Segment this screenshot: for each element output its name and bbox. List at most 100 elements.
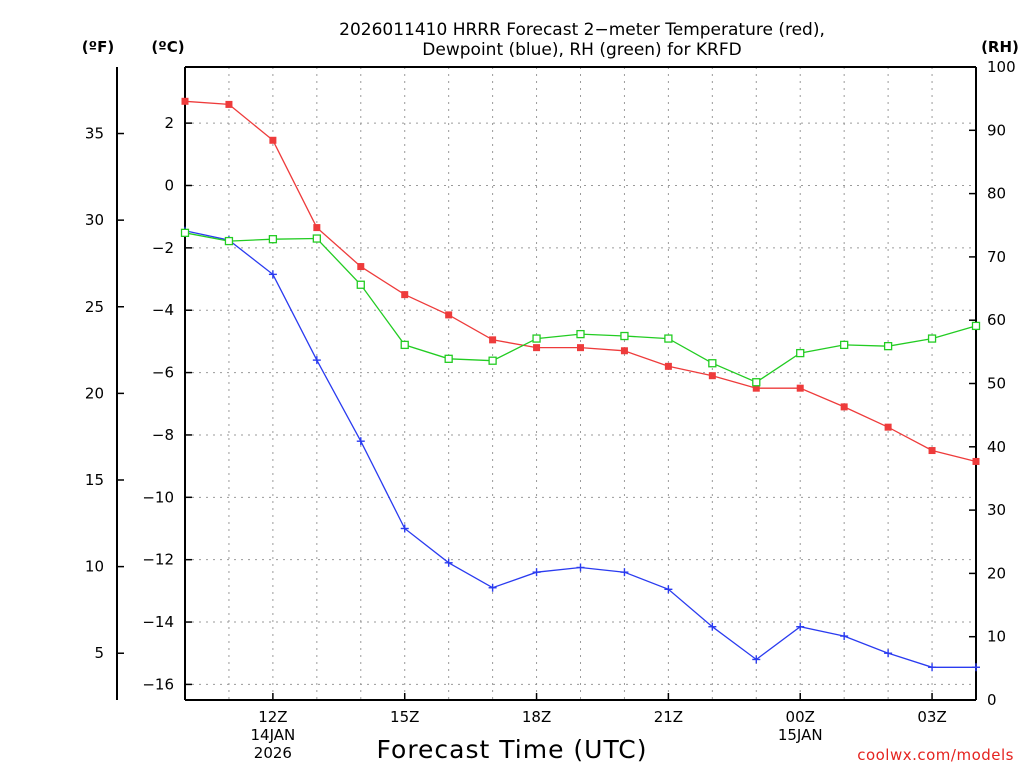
celsius-tick-label: −4 (152, 301, 174, 319)
dewpoint-line (184, 230, 976, 668)
rh-point (312, 234, 321, 243)
rh-tick-label: 20 (987, 564, 1006, 582)
rh-tick-label: 60 (987, 311, 1006, 329)
celsius-unit-label: (ºC) (151, 38, 184, 56)
dewpoint-point (532, 568, 541, 577)
rh-point (927, 334, 937, 343)
x-tick-label: 15Z (390, 708, 419, 726)
temperature-point (840, 403, 848, 411)
rh-tick-label: 30 (987, 501, 1006, 519)
x-tick-label: 12Z (258, 708, 287, 726)
temperature-point (445, 311, 453, 319)
data-series (180, 97, 981, 672)
grid-lines (185, 67, 976, 700)
rh-point (532, 334, 541, 343)
dewpoint-point (312, 356, 321, 365)
temperature-point (313, 224, 321, 232)
temperature-point (489, 336, 497, 344)
celsius-tick-label: −12 (142, 551, 174, 569)
rh-point (796, 348, 805, 358)
temperature-point (401, 291, 409, 299)
dewpoint-point (488, 583, 497, 592)
dewpoint-point (972, 663, 980, 672)
celsius-tick-label: −2 (152, 239, 174, 257)
fahrenheit-tick-label: 15 (85, 471, 104, 489)
temperature-point (533, 344, 541, 352)
rh-tick-label: 0 (987, 691, 997, 709)
temperature-point (708, 372, 716, 380)
temperature-point (796, 384, 804, 392)
fahrenheit-tick-label: 10 (85, 558, 104, 576)
celsius-tick-label: 2 (164, 114, 174, 132)
rh-tick-label: 10 (987, 628, 1006, 646)
dewpoint-point (620, 568, 629, 577)
temperature-point (225, 100, 233, 108)
temperature-line (184, 100, 977, 463)
x-tick-date-label: 15JAN (778, 726, 823, 744)
rh-point (664, 334, 673, 343)
rh-point (576, 329, 585, 339)
fahrenheit-unit-label: (ºF) (82, 38, 114, 56)
rh-point (268, 235, 278, 244)
rh-point (971, 321, 981, 331)
temperature-point (972, 457, 980, 465)
temperature-point (928, 447, 936, 455)
x-tick-label: 21Z (654, 708, 683, 726)
dewpoint-point (356, 437, 365, 446)
dewpoint-point (576, 563, 585, 572)
rh-tick-label: 90 (987, 121, 1006, 139)
celsius-tick-label: −14 (142, 613, 174, 631)
rh-point (224, 236, 234, 246)
temperature-point (664, 362, 672, 370)
celsius-tick-label: −16 (142, 675, 174, 693)
temperature-point (577, 344, 584, 352)
rh-point (444, 354, 453, 363)
chart-title: 2026011410 HRRR Forecast 2−meter Tempera… (339, 20, 825, 60)
temperature-point (269, 136, 277, 144)
x-tick-label: 03Z (917, 708, 946, 726)
rh-tick-label: 50 (987, 375, 1006, 393)
fahrenheit-tick-label: 30 (85, 211, 104, 229)
celsius-tick-label: −6 (152, 364, 174, 382)
x-tick-date-label: 14JAN (251, 726, 296, 744)
rh-unit-label: (RH) (981, 38, 1019, 56)
fahrenheit-tick-label: 5 (94, 644, 104, 662)
dewpoint-point (400, 524, 409, 533)
dewpoint-point (708, 622, 717, 631)
chart-title-line-1: 2026011410 HRRR Forecast 2−meter Tempera… (339, 20, 825, 40)
x-tick-label: 18Z (522, 708, 551, 726)
rh-point (840, 340, 849, 350)
rh-tick-label: 40 (987, 438, 1006, 456)
temperature-point (884, 423, 892, 431)
dewpoint-point (444, 558, 453, 567)
credit-text: coolwx.com/models (857, 746, 1014, 764)
chart-title-line-2: Dewpoint (blue), RH (green) for KRFD (422, 40, 741, 60)
dewpoint-point (928, 663, 937, 672)
dewpoint-point (664, 585, 673, 594)
celsius-tick-label: −10 (142, 488, 174, 506)
dewpoint-point (268, 270, 277, 279)
dewpoint-point (840, 632, 849, 641)
rh-point (356, 280, 365, 289)
rh-point (488, 356, 497, 365)
temperature-point (357, 263, 365, 271)
celsius-tick-label: −8 (152, 426, 174, 444)
temperature-point (752, 384, 760, 392)
rh-point (883, 342, 893, 351)
rh-point (620, 331, 629, 341)
rh-point (180, 228, 190, 237)
dewpoint-point (752, 655, 761, 664)
dewpoint-point (796, 622, 805, 631)
x-tick-date-label: 2026 (254, 744, 292, 762)
temperature-point (620, 347, 628, 355)
rh-tick-label: 80 (987, 185, 1006, 203)
x-tick-label: 00Z (786, 708, 815, 726)
rh-point (752, 378, 761, 387)
fahrenheit-tick-label: 35 (85, 125, 104, 143)
x-axis-label: Forecast Time (UTC) (377, 735, 648, 764)
axes: 20−2−4−6−8−10−12−14−16353025201510510090… (85, 58, 1016, 762)
temperature-point (181, 97, 189, 105)
celsius-tick-label: 0 (164, 176, 174, 194)
rh-tick-label: 100 (987, 58, 1016, 76)
